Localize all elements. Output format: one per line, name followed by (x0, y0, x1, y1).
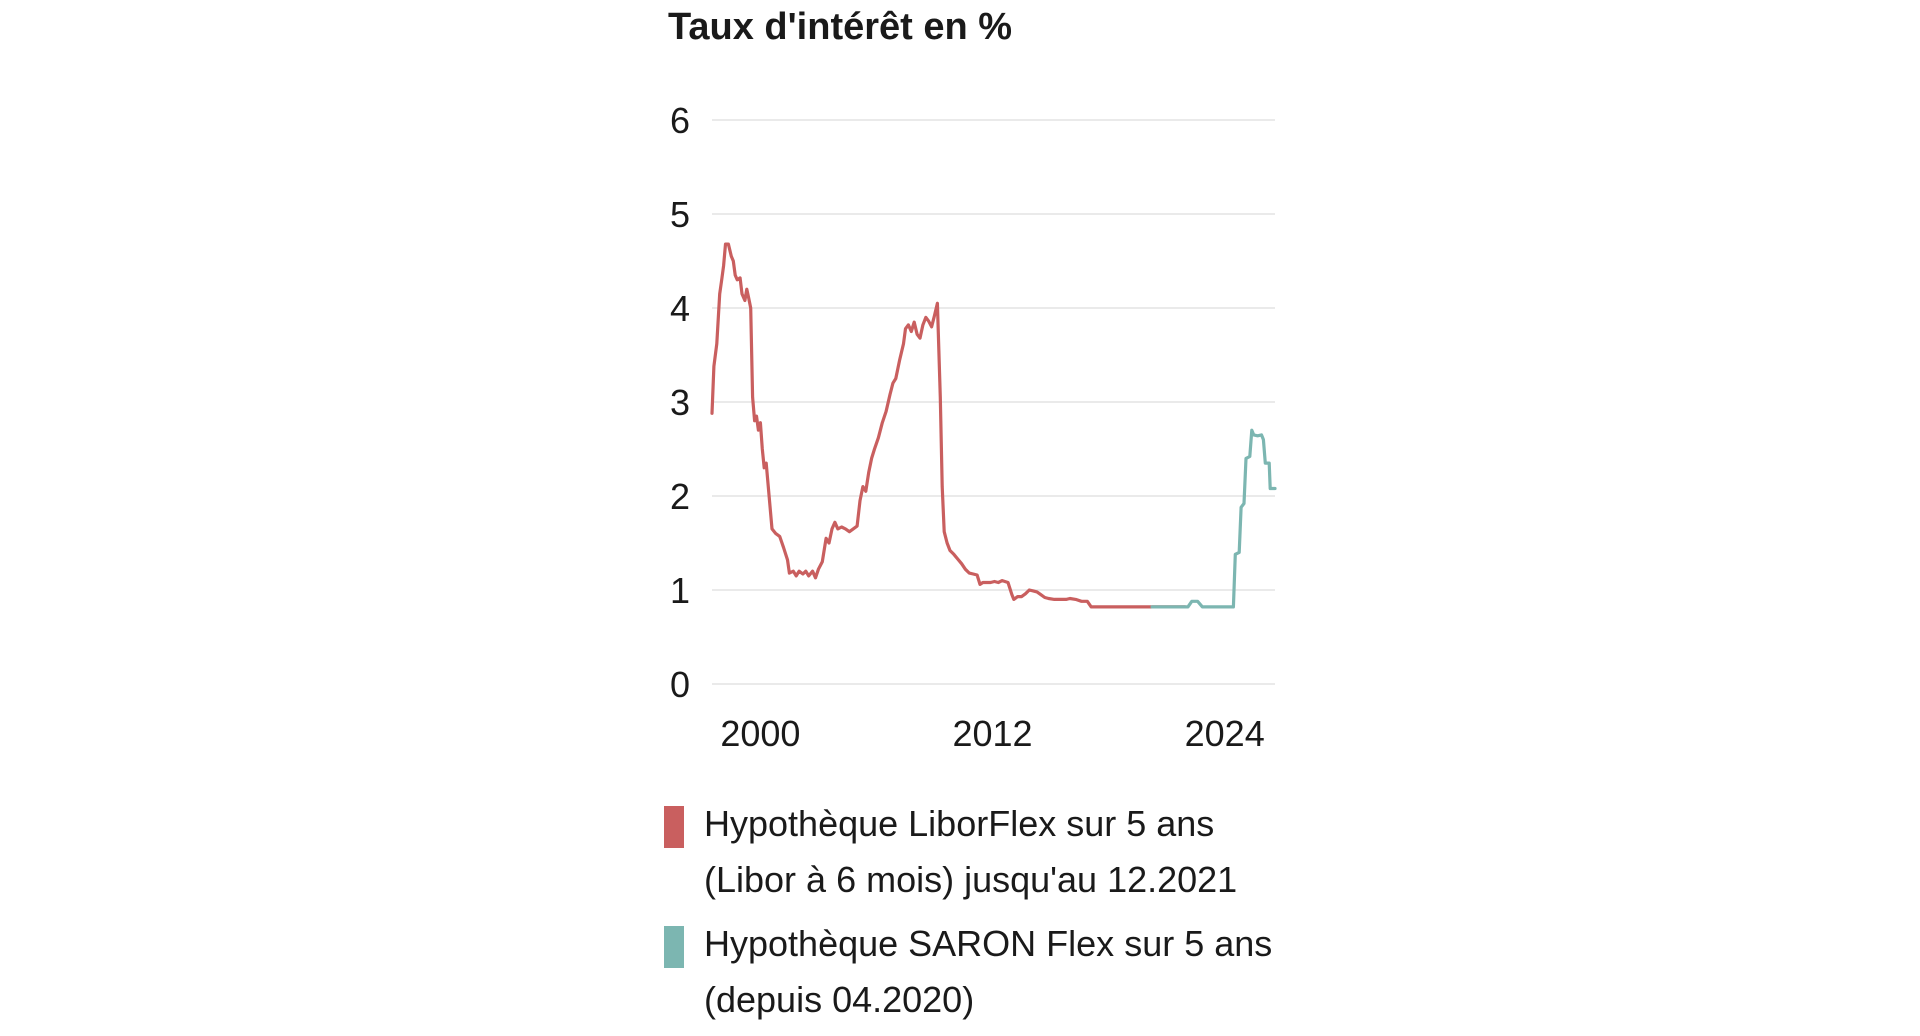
x-axis-ticks: 2000 2012 2024 (720, 713, 1264, 754)
legend-label-saron-flex: Hypothèque SARON Flex sur 5 ans (depuis … (704, 923, 1273, 1020)
y-tick-label: 3 (670, 382, 690, 423)
legend-swatch-saron-flex (664, 926, 684, 968)
series-lines (710, 242, 1277, 609)
legend-item-liborflex: Hypothèque LiborFlex sur 5 ans (Libor à … (664, 796, 1284, 908)
x-tick-label: 2000 (720, 713, 800, 754)
y-axis-ticks: 0 1 2 3 4 5 6 (670, 100, 690, 705)
y-tick-label: 6 (670, 100, 690, 141)
x-tick-label: 2024 (1185, 713, 1265, 754)
chart-title: Taux d'intérêt en % (668, 6, 1013, 48)
legend-swatch-liborflex (664, 806, 684, 848)
series-line-liborflex (710, 242, 1187, 609)
gridlines (712, 119, 1275, 685)
y-tick-label: 2 (670, 476, 690, 517)
legend-item-saron-flex: Hypothèque SARON Flex sur 5 ans (depuis … (664, 916, 1284, 1028)
legend: Hypothèque LiborFlex sur 5 ans (Libor à … (664, 796, 1284, 1036)
y-tick-label: 0 (670, 664, 690, 705)
y-tick-label: 1 (670, 570, 690, 611)
y-tick-label: 4 (670, 288, 690, 329)
y-tick-label: 5 (670, 194, 690, 235)
series-line-saron-flex (1150, 428, 1277, 609)
x-tick-label: 2012 (952, 713, 1032, 754)
legend-label-liborflex: Hypothèque LiborFlex sur 5 ans (Libor à … (704, 803, 1238, 900)
